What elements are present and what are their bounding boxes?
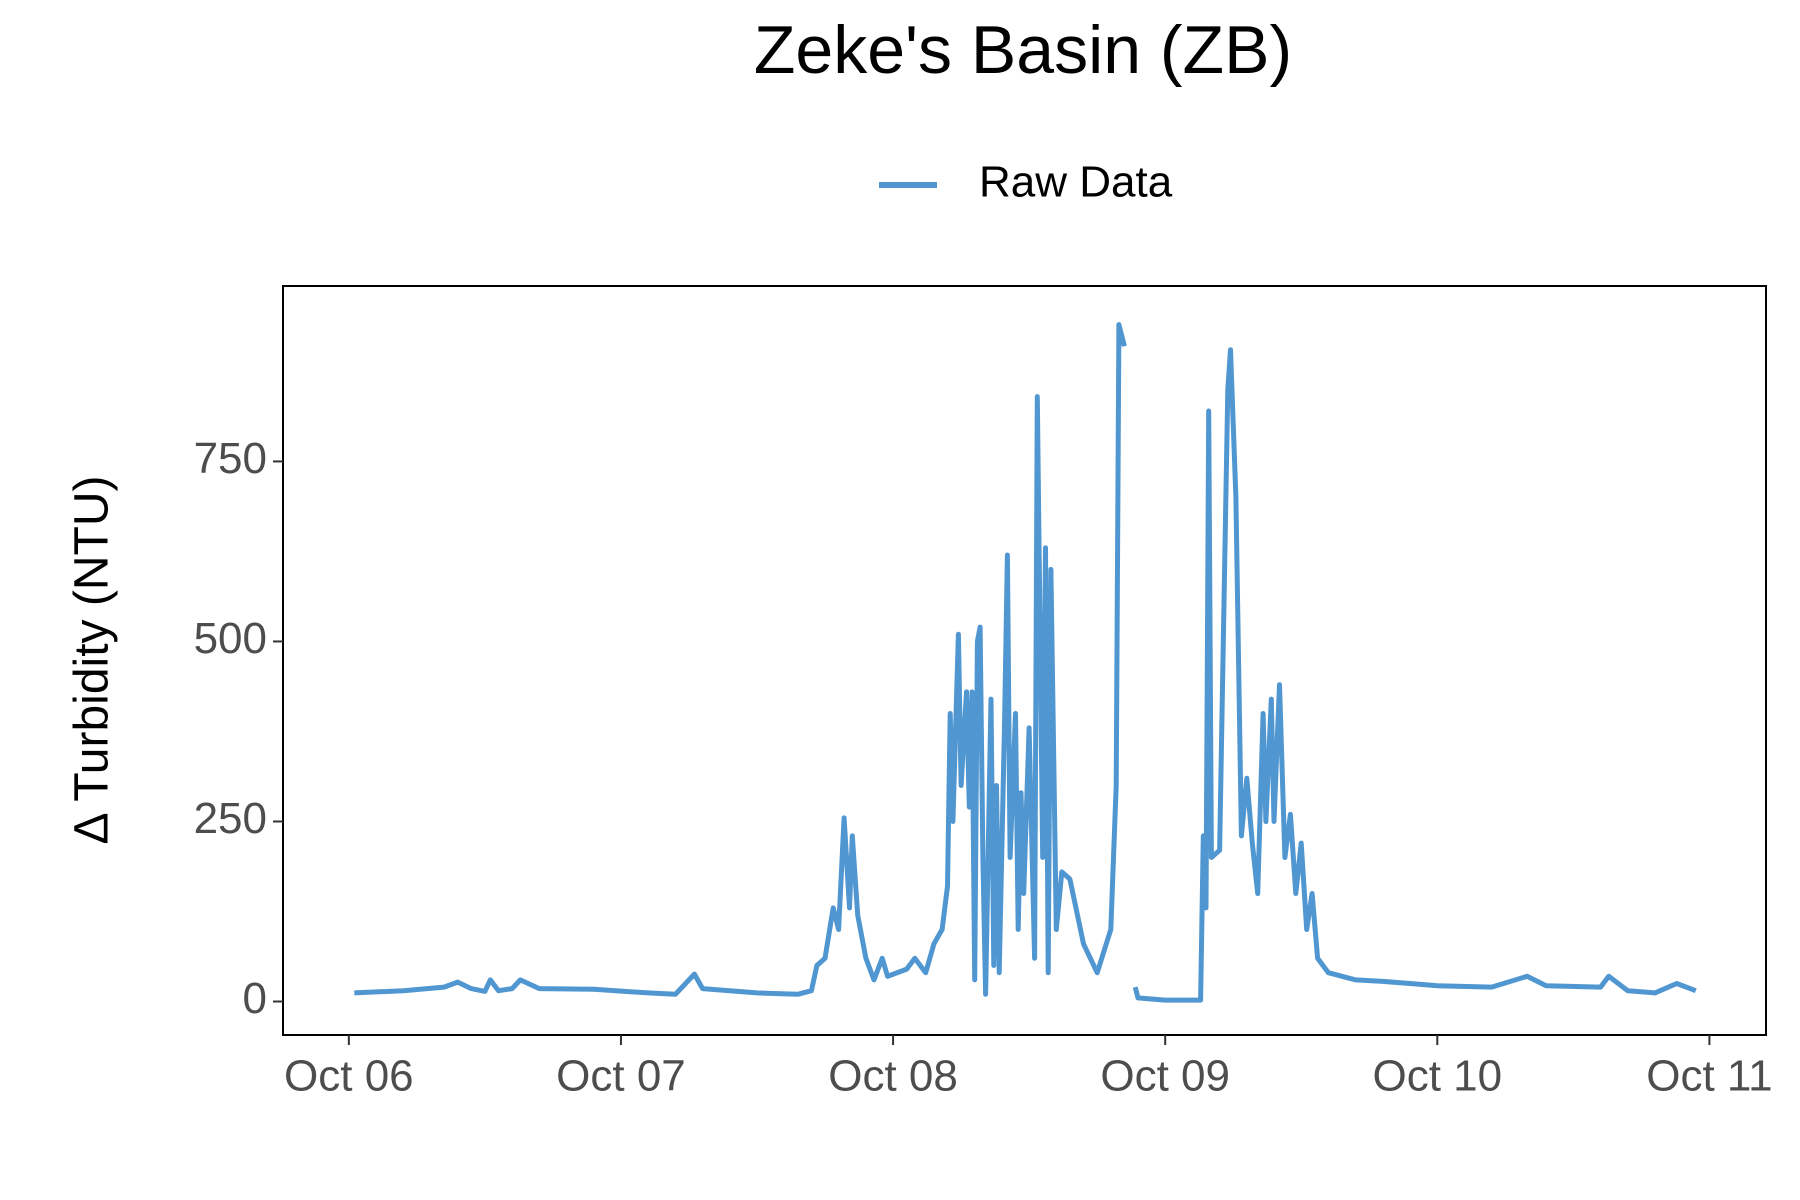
x-tick-label: Oct 11 — [1646, 1052, 1772, 1101]
y-axis-label: Δ Turbidity (NTU) — [66, 476, 119, 845]
legend-label: Raw Data — [979, 158, 1173, 207]
y-tick-label: 500 — [194, 614, 267, 663]
plot-frame — [282, 285, 1767, 1036]
x-tick-label: Oct 07 — [556, 1052, 686, 1101]
chart-title: Zeke's Basin (ZB) — [754, 12, 1292, 88]
x-tick-label: Oct 10 — [1372, 1052, 1502, 1101]
data-line — [354, 322, 1697, 1003]
x-tick-label: Oct 06 — [284, 1052, 414, 1101]
y-tick-label: 750 — [194, 434, 267, 483]
y-tick-label: 250 — [194, 794, 267, 843]
x-tick-label: Oct 09 — [1100, 1052, 1230, 1101]
y-tick-label: 0 — [243, 974, 267, 1023]
x-tick-label: Oct 08 — [828, 1052, 958, 1101]
